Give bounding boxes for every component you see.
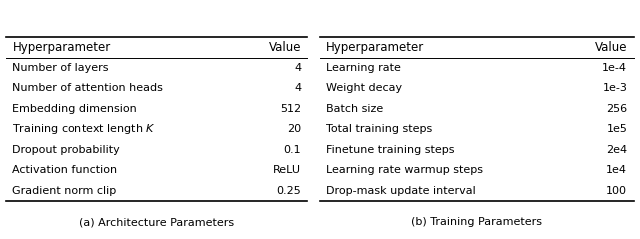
Text: (a) Architecture Parameters: (a) Architecture Parameters <box>79 217 234 227</box>
Text: Value: Value <box>595 41 627 54</box>
Text: Batch size: Batch size <box>326 104 383 114</box>
Text: 100: 100 <box>606 186 627 196</box>
Text: 1e5: 1e5 <box>607 124 627 134</box>
Text: Number of layers: Number of layers <box>12 63 109 73</box>
Text: Training context length $K$: Training context length $K$ <box>12 122 156 136</box>
Text: Weight decay: Weight decay <box>326 83 403 93</box>
Text: 1e-4: 1e-4 <box>602 63 627 73</box>
Text: ReLU: ReLU <box>273 165 301 175</box>
Text: 20: 20 <box>287 124 301 134</box>
Text: Hyperparameter: Hyperparameter <box>326 41 424 54</box>
Text: 0.25: 0.25 <box>276 186 301 196</box>
Text: 0.1: 0.1 <box>284 145 301 155</box>
Text: Learning rate: Learning rate <box>326 63 401 73</box>
Text: Embedding dimension: Embedding dimension <box>12 104 137 114</box>
Text: Learning rate warmup steps: Learning rate warmup steps <box>326 165 483 175</box>
Text: Gradient norm clip: Gradient norm clip <box>12 186 116 196</box>
Text: 512: 512 <box>280 104 301 114</box>
Text: (b) Training Parameters: (b) Training Parameters <box>412 217 542 227</box>
Text: 4: 4 <box>294 83 301 93</box>
Text: 1e-3: 1e-3 <box>602 83 627 93</box>
Text: 1e4: 1e4 <box>606 165 627 175</box>
Text: Drop-mask update interval: Drop-mask update interval <box>326 186 476 196</box>
Text: Total training steps: Total training steps <box>326 124 433 134</box>
Text: Number of attention heads: Number of attention heads <box>12 83 163 93</box>
Text: Dropout probability: Dropout probability <box>12 145 120 155</box>
Text: Finetune training steps: Finetune training steps <box>326 145 455 155</box>
Text: 4: 4 <box>294 63 301 73</box>
Text: 256: 256 <box>606 104 627 114</box>
Text: 2e4: 2e4 <box>606 145 627 155</box>
Text: Value: Value <box>269 41 301 54</box>
Text: Hyperparameter: Hyperparameter <box>12 41 111 54</box>
Text: Activation function: Activation function <box>12 165 118 175</box>
